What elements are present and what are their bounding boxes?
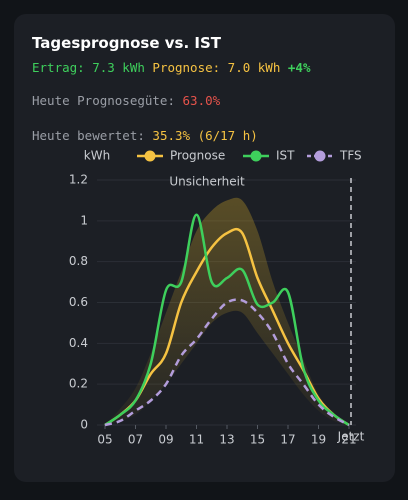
legend-marker [250,150,262,162]
series-line [104,213,350,427]
band-label: Unsicherheit [169,175,245,189]
series-line [104,298,350,427]
legend-marker [314,150,326,162]
y-tick-label: 0.6 [69,295,88,309]
guete-label: Heute Prognosegüte: [32,93,175,108]
x-tick-label: 11 [189,433,204,447]
bewertet-value: 35.3% (6/17 h) [152,128,258,143]
y-tick-label: 0 [80,418,88,432]
legend-label: TFS [339,149,362,163]
x-tick-label: 05 [97,433,112,447]
y-tick-label: 0.8 [69,254,88,268]
guete-value: 63.0% [182,93,221,108]
prognose: Prognose: 7.0 kWh [152,60,281,75]
y-tick-label: 1 [80,213,88,227]
card-title: Tagesprognose vs. IST [32,34,221,52]
x-tick-label: 09 [158,433,173,447]
x-tick-label: 19 [311,433,326,447]
y-tick-label: 0.4 [69,336,88,350]
x-tick-label: 21 [341,433,356,447]
summary-line: Ertrag: 7.3 kWh Prognose: 7.0 kWh +4% [32,60,310,75]
legend-marker [144,150,156,162]
now-label: Jetzt [337,430,365,444]
delta: +4% [287,60,311,75]
uncertainty-band [105,197,349,425]
y-tick-label: 0.2 [69,377,88,391]
legend-label: IST [276,149,295,163]
x-tick-label: 17 [280,433,295,447]
legend-label: Prognose [170,149,225,163]
x-tick-label: 13 [219,433,234,447]
bewertet-label: Heute bewertet: [32,128,145,143]
y-tick-label: 1.2 [69,173,88,187]
ertrag: Ertrag: 7.3 kWh [32,60,145,75]
x-tick-label: 07 [128,433,143,447]
bewertet-line: Heute bewertet: 35.3% (6/17 h) [32,128,258,143]
x-tick-label: 15 [250,433,265,447]
y-axis-label: kWh [84,149,110,163]
guete-line: Heute Prognosegüte: 63.0% [32,93,220,108]
